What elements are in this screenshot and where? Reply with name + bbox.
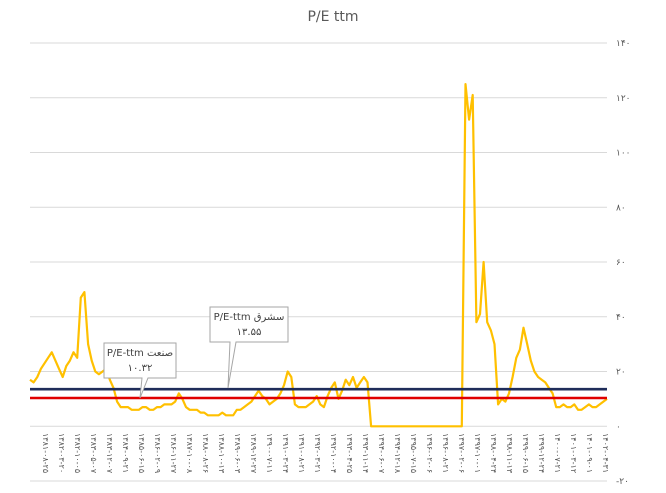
x-tick-label: ۱۳۹۴-۰۶-۰۷ bbox=[377, 433, 386, 474]
company-callout: P/E-ttm سشرق ۱۳.۵۵ bbox=[209, 306, 289, 389]
x-tick-label: ۱۳۸۹-۱۲-۲۷ bbox=[249, 433, 258, 474]
x-tick-label: ۱۳۸۵-۰۶-۱۵ bbox=[137, 433, 146, 473]
callout-label: ۱۰.۳۲ bbox=[128, 363, 153, 374]
y-tick-label: ۰ bbox=[616, 422, 621, 432]
y-tick-label: ۱۴۰ bbox=[616, 39, 631, 49]
y-tick-label: ۶۰ bbox=[616, 258, 626, 268]
x-tick-label: ۱۳۹۸-۱۱-۱۳ bbox=[505, 433, 514, 474]
x-tick-label: ۱۳۸۶-۰۲-۰۹ bbox=[153, 433, 162, 473]
pe-ttm-line bbox=[29, 83, 608, 428]
x-tick-label: ۱۳۹۹-۰۶-۱۵ bbox=[521, 433, 530, 473]
x-tick-label: ۱۳۸۴-۰۹-۲۱ bbox=[121, 433, 130, 473]
x-tick-label: ۱۳۸۹-۰۶-۰۳ bbox=[233, 433, 242, 474]
x-tick-label: ۱۳۹۶-۰۸-۲۱ bbox=[441, 433, 450, 473]
x-tick-label: ۱۳۹۹-۱۲-۲۴ bbox=[537, 433, 546, 473]
x-tick-label: ۱۳۹۷-۱۰-۰۱ bbox=[473, 433, 482, 473]
x-tick-label: ۱۳۸۷-۱۰-۰۸ bbox=[185, 433, 194, 474]
x-tick-label: ۱۳۹۲-۰۳-۲۱ bbox=[313, 433, 322, 473]
y-tick-label: ۲۰ bbox=[616, 368, 626, 378]
callout-box bbox=[103, 342, 177, 399]
x-tick-label: ۱۳۹۳-۰۴-۲۵ bbox=[345, 433, 354, 473]
callout-label: ۱۳.۵۵ bbox=[237, 327, 262, 338]
callout-label: P/E-ttm صنعت bbox=[107, 348, 173, 359]
x-tick-label: ۱۳۸۱-۰۸-۲۵ bbox=[41, 433, 50, 473]
callout-box bbox=[209, 306, 289, 389]
x-tick-label: ۱۳۸۳-۱۲-۰۷ bbox=[105, 433, 114, 474]
x-tick-label: ۱۳۹۰-۰۷-۱۱ bbox=[265, 433, 274, 473]
x-tick-label: ۱۳۹۵-۰۷-۱۵ bbox=[409, 433, 418, 473]
x-tick-label: ۱۳۸۶-۱۱-۲۷ bbox=[169, 433, 178, 474]
callout-label: P/E-ttm سشرق bbox=[214, 312, 285, 323]
x-tick-label: ۱۳۹۴-۱۲-۱۸ bbox=[393, 433, 402, 474]
x-tick-label: ۱۳۹۷-۰۲-۰۶ bbox=[457, 433, 466, 473]
y-tick-label: ۴۰ bbox=[616, 313, 626, 323]
x-tick-label: ۱۴۰۰-۰۷-۲۱ bbox=[553, 433, 562, 473]
y-tick-label: ۱۰۰ bbox=[616, 149, 631, 159]
y-axis-ticks: ۱۴۰ ۱۲۰ ۱۰۰ ۸۰ ۶۰ ۴۰ ۲۰ ۰ -۲۰ bbox=[616, 39, 631, 487]
x-tick-label: ۱۳۹۲-۱۰-۰۴ bbox=[329, 433, 338, 473]
plot-area bbox=[29, 83, 608, 428]
x-tick-label: ۱۳۹۳-۱۱-۱۴ bbox=[361, 433, 370, 473]
x-tick-label: ۱۳۹۱-۰۸-۲۱ bbox=[297, 433, 306, 473]
x-tick-label: ۱۴۰۱-۰۳-۱۲ bbox=[569, 433, 578, 473]
x-tick-label: ۱۳۹۸-۰۴-۲۴ bbox=[489, 433, 498, 473]
y-tick-label: ۱۲۰ bbox=[616, 94, 631, 104]
chart-title: P/E ttm bbox=[307, 9, 358, 25]
x-tick-label: ۱۳۸۲-۱۰-۰۵ bbox=[73, 433, 82, 473]
x-tick-label: ۱۳۸۸-۰۸-۲۶ bbox=[201, 433, 210, 473]
x-tick-label: ۱۳۹۶-۰۲-۰۶ bbox=[425, 433, 434, 473]
x-tick-label: ۱۴۰۱-۰۹-۰۱ bbox=[585, 433, 594, 473]
x-tick-label: ۱۳۸۸-۱۰-۱۳ bbox=[217, 433, 226, 474]
x-axis-ticks: ۱۳۸۱-۰۸-۲۵ ۱۳۸۲-۰۳-۲۰ ۱۳۸۲-۱۰-۰۵ ۱۳۸۳-۰۵-۰۷… bbox=[41, 433, 610, 474]
y-tick-label: -۲۰ bbox=[616, 477, 629, 487]
y-tick-label: ۸۰ bbox=[616, 203, 626, 213]
industry-callout: P/E-ttm صنعت ۱۰.۳۲ bbox=[103, 342, 177, 399]
x-tick-label: ۱۳۸۲-۰۳-۲۰ bbox=[57, 433, 66, 473]
x-tick-label: ۱۳۸۳-۰۵-۰۷ bbox=[89, 433, 98, 474]
callouts: P/E-ttm سشرق ۱۳.۵۵ P/E-ttm صنعت ۱۰.۳۲ bbox=[103, 306, 289, 399]
x-tick-label: ۱۳۹۱-۰۳-۲۴ bbox=[281, 433, 290, 473]
x-tick-label: ۱۴۰۲-۰۴-۳۱ bbox=[601, 433, 610, 473]
grid-lines bbox=[30, 42, 607, 482]
